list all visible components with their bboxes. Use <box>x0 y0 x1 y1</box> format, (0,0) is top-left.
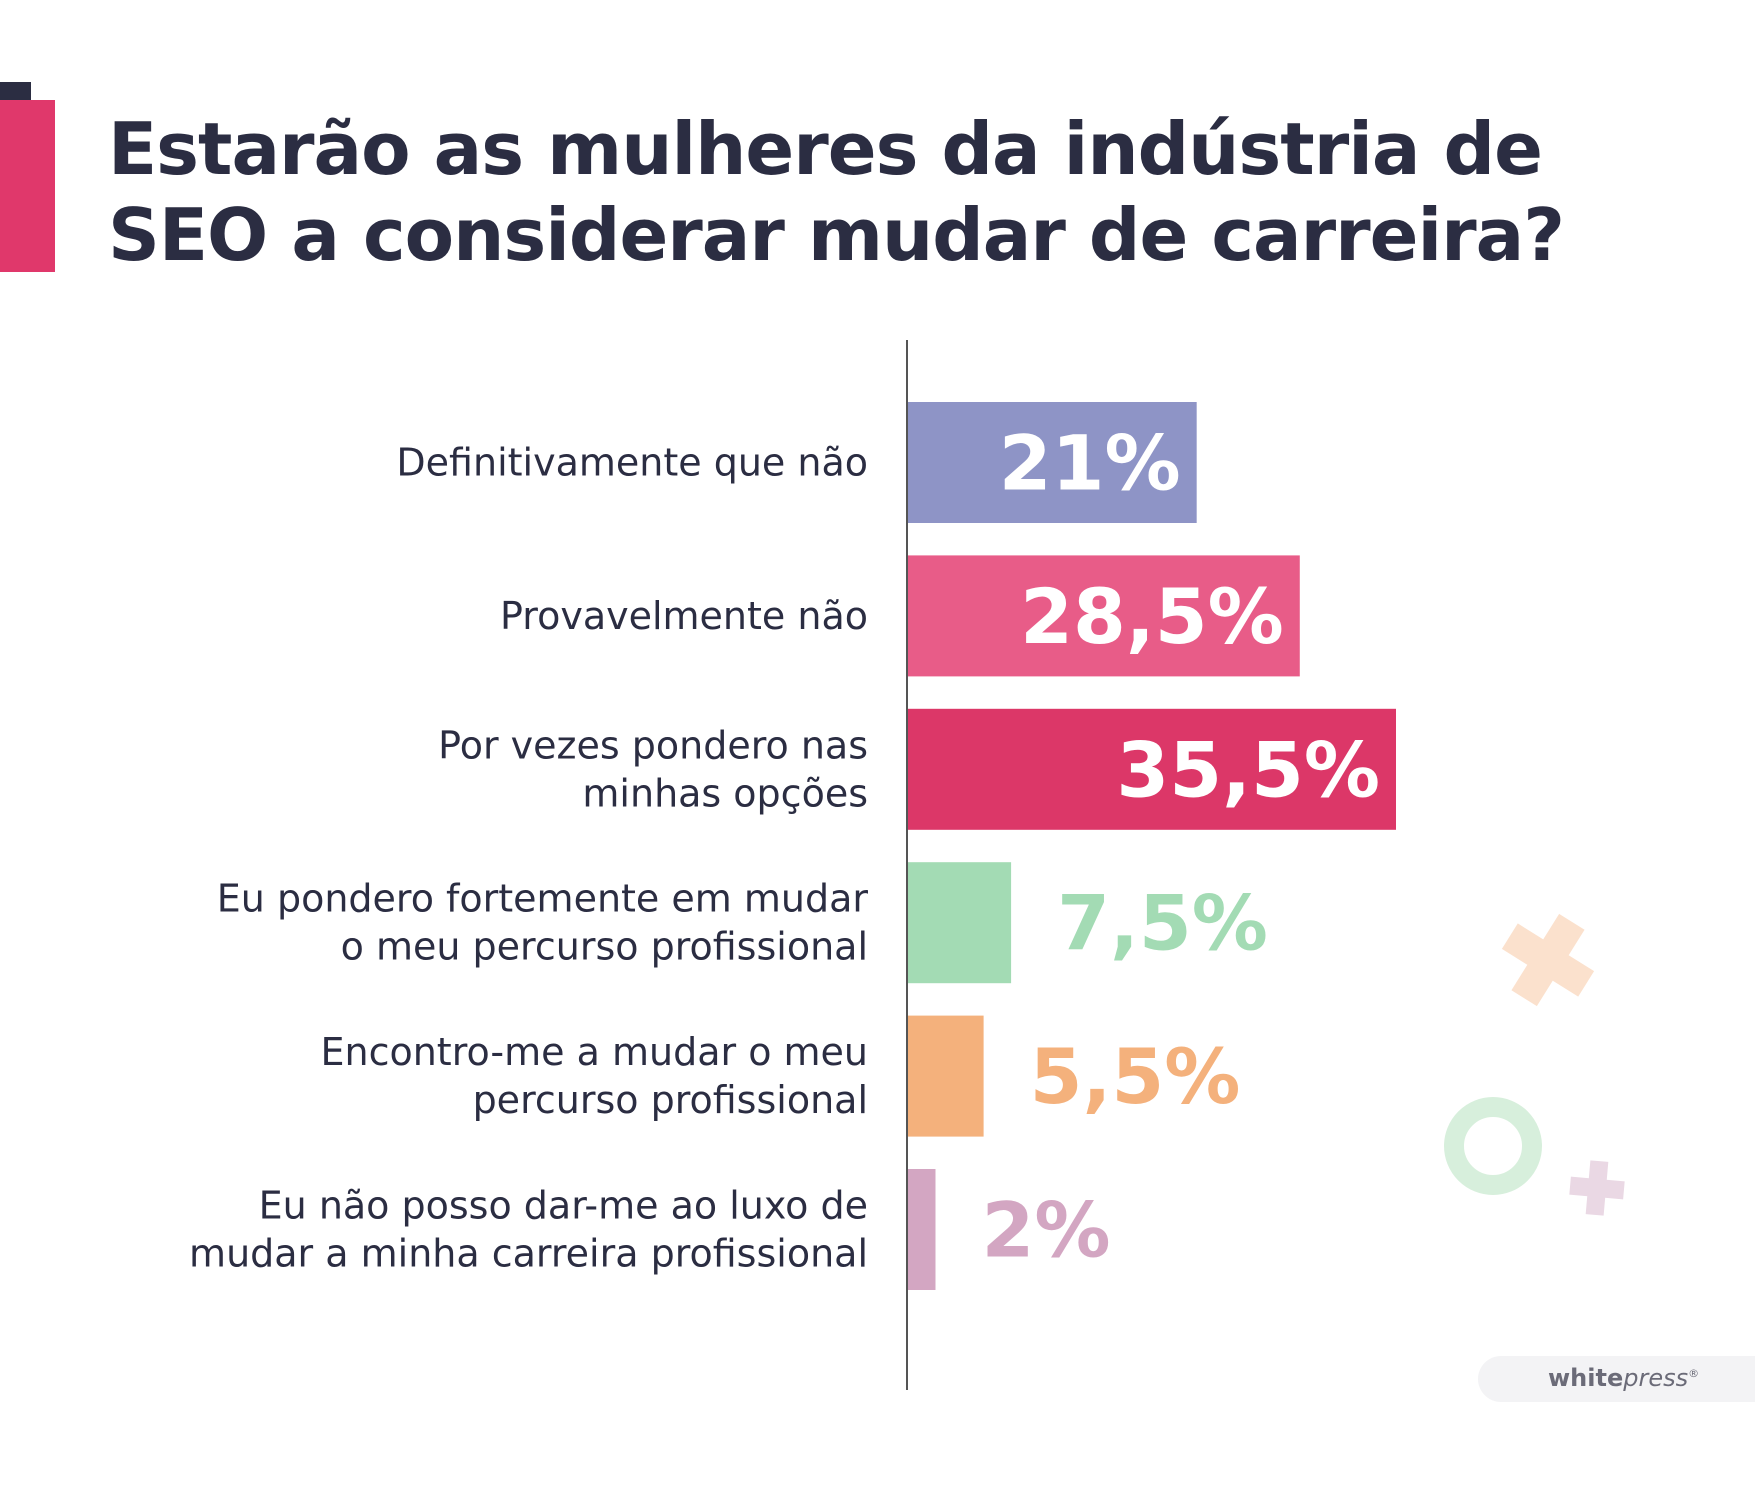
whitepress-logo-text: whitepress® <box>1548 1364 1700 1392</box>
decor-plus-peach <box>1501 913 1595 1007</box>
bar-6 <box>908 1169 936 1290</box>
category-label-5-line-1: Encontro-me a mudar o meu <box>320 1030 868 1074</box>
bar-1 <box>908 402 1197 523</box>
accent-bar-pink <box>0 100 55 272</box>
value-label-4: 7,5% <box>1057 879 1268 968</box>
category-label-6-line-2: mudar a minha carreira profissional <box>189 1232 868 1276</box>
category-label-1-line-1: Definitivamente que não <box>396 441 868 485</box>
category-label-5-line-2: percurso profissional <box>473 1078 868 1122</box>
bar-4 <box>908 862 1012 984</box>
bar-2 <box>908 555 1300 677</box>
bars-group: 21% Definitivamente que não 28,5% Provavelm… <box>189 402 1396 1290</box>
chart-title-line-1: Estarão as mulheres da indústria de <box>108 107 1543 191</box>
category-label-2-line-1: Provavelmente não <box>500 594 868 638</box>
whitepress-logo: whitepress® <box>1478 1356 1755 1402</box>
value-label-5: 5,5% <box>1030 1032 1241 1121</box>
value-label-3: 35,5% <box>1116 725 1380 814</box>
category-label-6-line-1: Eu não posso dar-me ao luxo de <box>259 1184 868 1228</box>
value-label-6: 2% <box>981 1186 1110 1275</box>
category-label-4-line-1: Eu pondero fortemente em mudar <box>217 877 869 921</box>
chart-title-line-2: SEO a considerar mudar de carreira? <box>108 193 1565 277</box>
value-label-2: 28,5% <box>1020 572 1284 661</box>
decor-plus-lilac <box>1569 1160 1625 1216</box>
chart-title: Estarão as mulheres da indústria de SEO … <box>108 106 1668 278</box>
category-label-3-line-2: minhas opções <box>582 771 868 815</box>
bar-3 <box>908 708 1396 830</box>
accent-bar-dark <box>0 82 31 102</box>
bar-5 <box>908 1015 984 1137</box>
category-label-3-line-1: Por vezes pondero nas <box>438 723 868 767</box>
value-label-1: 21% <box>999 419 1181 508</box>
category-label-4-line-2: o meu percurso profissional <box>341 925 868 969</box>
decor-ring-green <box>1444 1097 1542 1195</box>
